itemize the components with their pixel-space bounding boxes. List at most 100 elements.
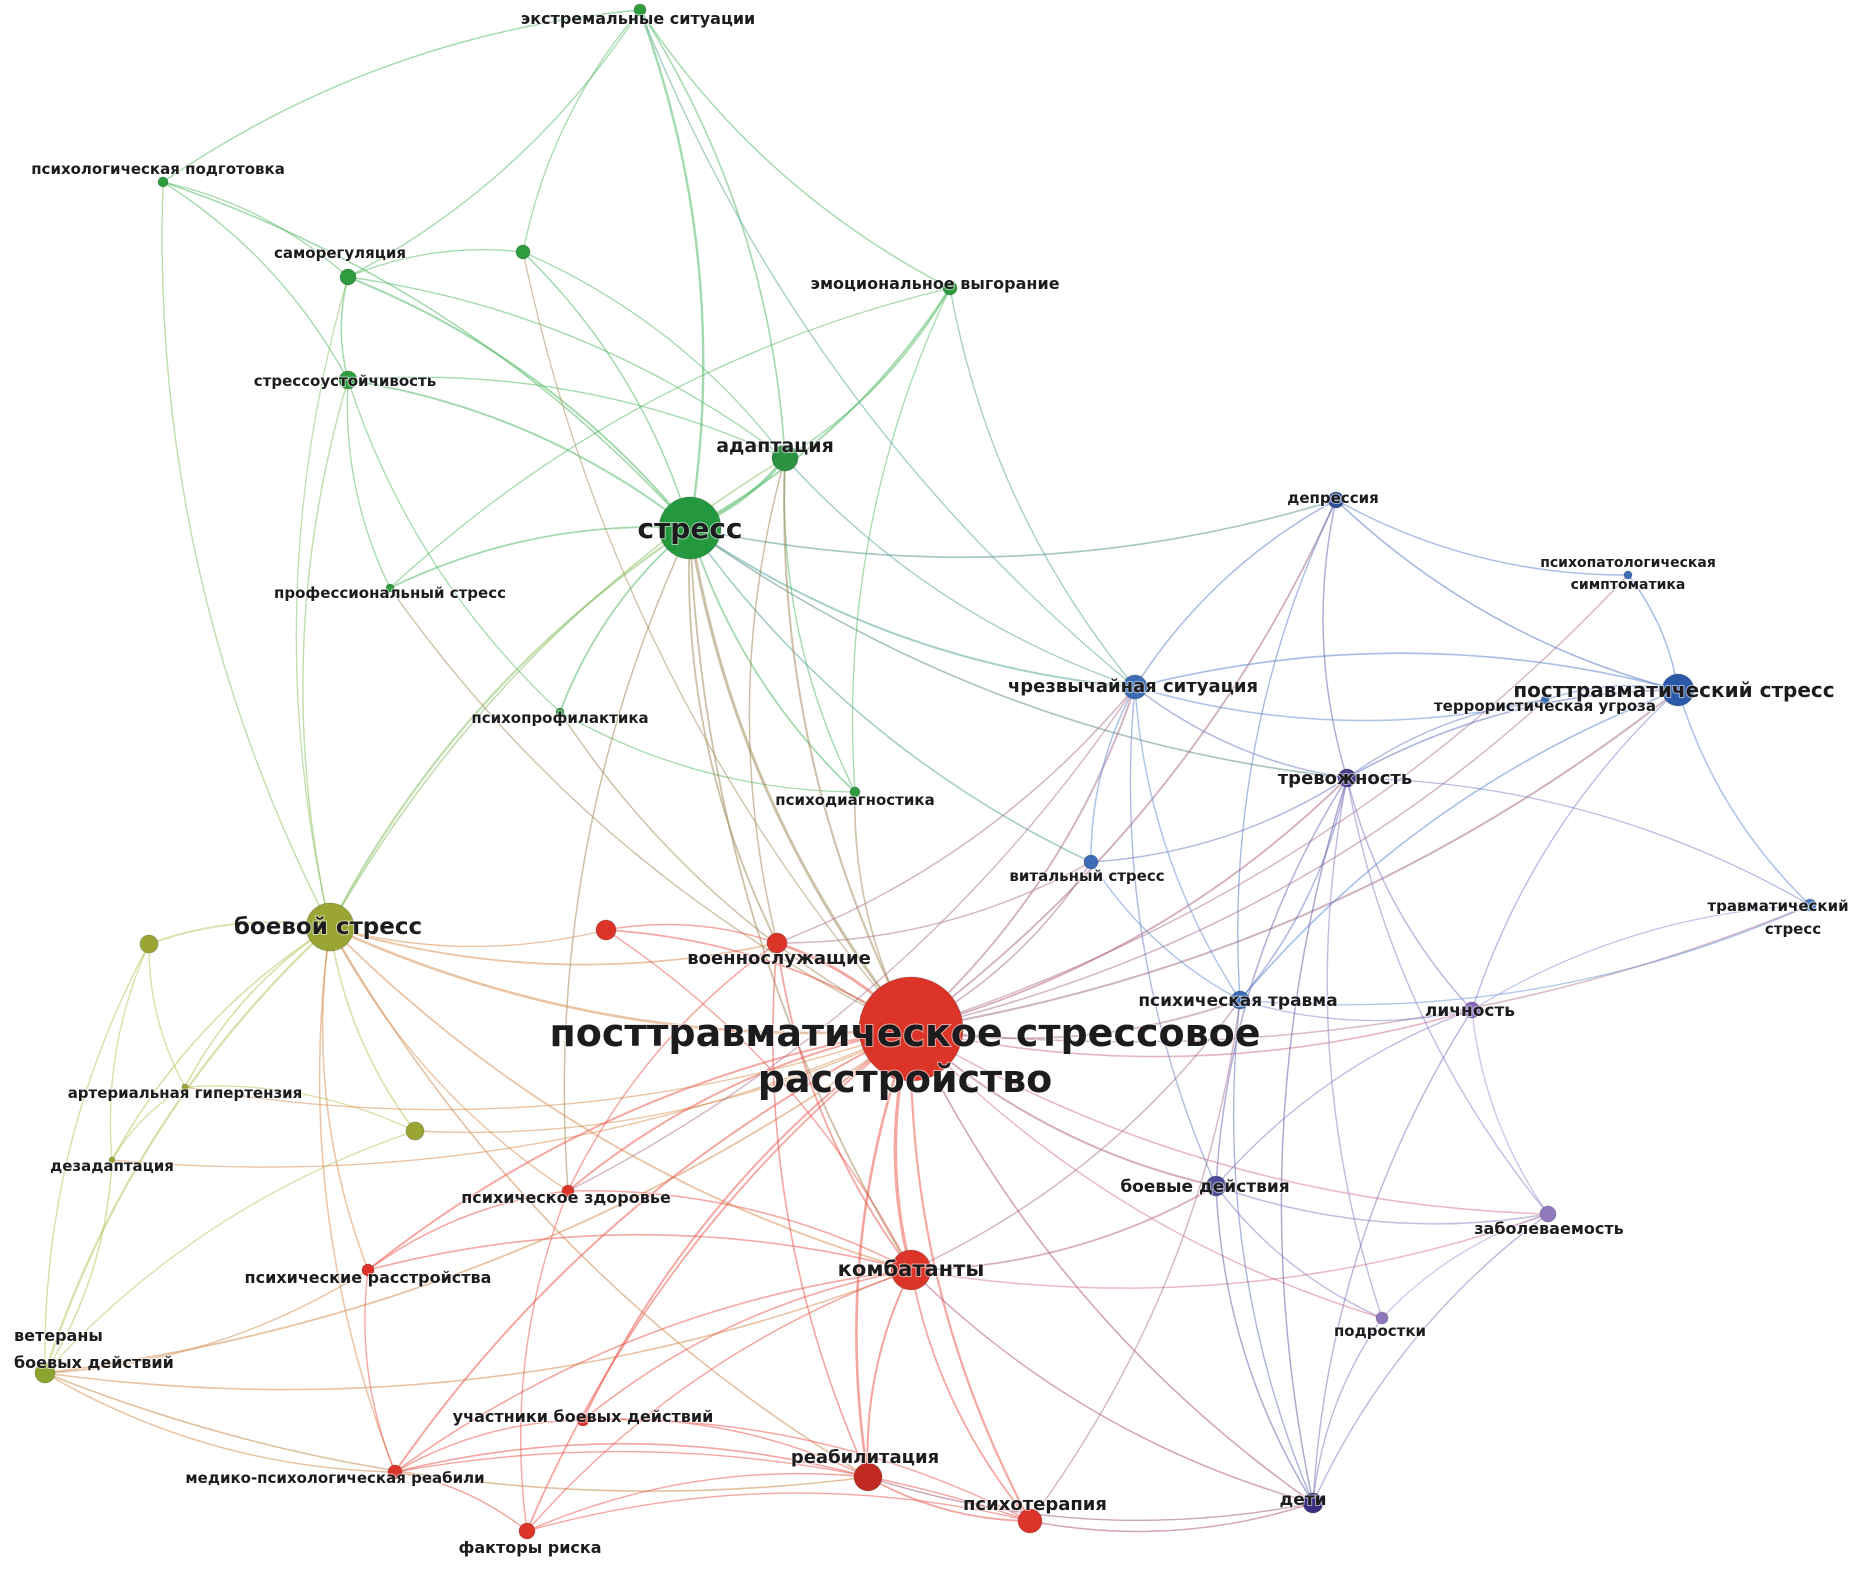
edge [389,287,951,589]
edge [559,711,856,793]
node-y_n2-unlabeled[interactable] [405,1121,425,1141]
edge [526,1269,912,1532]
edge [1381,1213,1549,1319]
node-r_risk[interactable] [518,1522,536,1540]
edge [582,1418,1031,1522]
edge [909,1027,1032,1523]
edge [394,1269,912,1473]
edge [563,527,691,1192]
edge [1215,777,1348,1187]
node-p_morbid[interactable] [1539,1205,1557,1223]
edge [949,287,1136,688]
nodes-layer [34,3,1817,1540]
node-g_node1-unlabeled[interactable] [515,244,531,260]
node-y_dezadapt[interactable] [108,1156,116,1164]
edge [148,943,186,1088]
node-r_combatants[interactable] [890,1249,932,1291]
node-b_vital[interactable] [1083,854,1099,870]
edge [1215,1185,1383,1319]
edge [851,287,951,793]
edge [526,1472,869,1532]
node-g_emoburn[interactable] [942,280,958,296]
node-g_psydiag[interactable] [849,786,861,798]
edge [329,926,607,948]
edge [784,287,951,459]
edge [394,1471,528,1532]
edge [783,457,856,793]
node-p_combat[interactable] [1205,1175,1227,1197]
edge [910,1009,1473,1058]
node-b_pts[interactable] [1661,673,1695,707]
edge [1239,904,1811,1006]
edge [394,1442,869,1478]
edge [1471,1009,1549,1215]
node-p_person[interactable] [1463,1001,1481,1019]
node-g_stressres[interactable] [338,370,358,390]
node-b_ptrauma[interactable] [1230,990,1250,1010]
edge [910,499,1337,1030]
edge [1134,499,1337,688]
edge [329,926,778,966]
edge [394,1028,912,1473]
node-r_menthealth[interactable] [561,1184,575,1198]
edge [605,929,912,1271]
edge [43,925,332,1375]
node-g_psyproph[interactable] [555,707,565,717]
edge [784,457,1136,688]
node-y_arthyper[interactable] [181,1083,189,1091]
edge [867,1476,1031,1522]
edge [1215,1009,1473,1187]
edge [1471,689,1679,1011]
edge [162,181,691,529]
edge [340,276,349,381]
node-r_n1-unlabeled[interactable] [595,919,617,941]
edge [689,527,856,793]
node-b_psychopath[interactable] [1623,570,1633,580]
node-r_military[interactable] [766,932,788,954]
edge [867,1476,1314,1522]
node-g_extreme[interactable] [633,3,647,17]
edge [44,1130,416,1374]
node-r_ptsd[interactable] [858,976,964,1082]
node-p_teens[interactable] [1375,1311,1389,1325]
edge [44,1159,113,1374]
edge [364,1269,396,1473]
node-r_medreab[interactable] [387,1464,403,1480]
node-g_psyprep[interactable] [157,176,169,188]
edge [910,1269,1314,1504]
node-b_emerg[interactable] [1122,674,1148,700]
node-p_anxiety[interactable] [1337,768,1357,788]
edge [1237,499,1337,1001]
edge [1239,689,1679,1001]
node-g_profstress[interactable] [385,583,395,593]
edge [302,379,349,928]
edge [910,1028,1549,1215]
edge [1029,999,1241,1522]
edge [1312,1317,1383,1504]
node-b_traumstress[interactable] [1803,898,1817,912]
node-r_rehab[interactable] [853,1462,883,1492]
node-r_psychother[interactable] [1017,1508,1043,1534]
node-b_depress[interactable] [1327,491,1345,509]
edge [519,1190,569,1532]
node-g_samoreg[interactable] [339,268,357,286]
edge [689,287,951,529]
edge [522,9,641,253]
edge [1134,652,1679,691]
node-g_adapt[interactable] [771,444,799,472]
edge [855,1027,913,1479]
node-g_stress[interactable] [658,496,722,560]
edge [111,926,331,1161]
edge [910,1213,1549,1289]
node-y_n1-unlabeled[interactable] [139,934,159,954]
edge [1090,861,1241,1001]
node-y_veterans[interactable] [34,1362,56,1384]
edge [1134,686,1546,722]
node-p_children[interactable] [1302,1492,1324,1514]
node-b_terror[interactable] [1540,695,1550,705]
edge [689,527,912,1271]
node-y_combat[interactable] [305,902,355,952]
node-r_mentdis[interactable] [361,1263,375,1277]
node-r_particip[interactable] [576,1413,590,1427]
